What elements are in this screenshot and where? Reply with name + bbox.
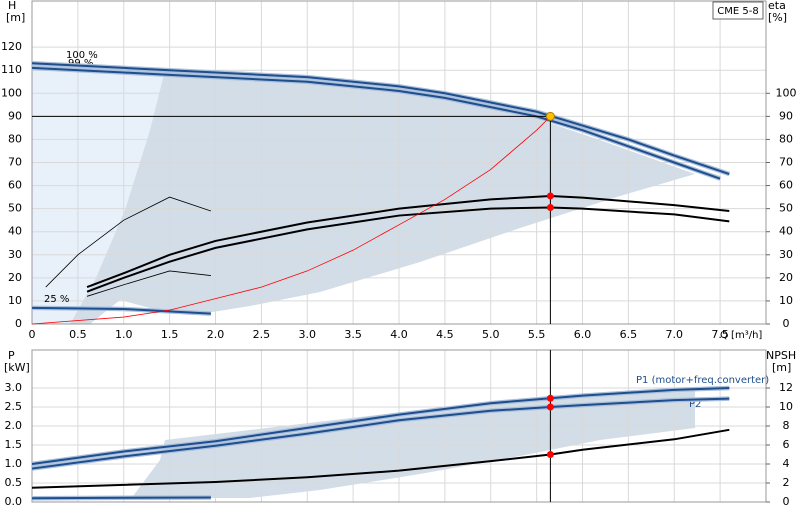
curve: [31, 116, 551, 325]
curve: [31, 496, 211, 500]
x-tick-label: 4.5: [436, 328, 454, 341]
y2-tick-label: 90: [779, 109, 793, 122]
y-tick-label: 40: [8, 225, 22, 238]
y-tick-label: 1.0: [5, 457, 23, 470]
y-tick-label: 10: [8, 294, 22, 307]
curve: [86, 270, 211, 297]
y2-tick-label: 60: [779, 179, 793, 192]
curve: [86, 194, 730, 289]
curve-label: P1 (motor+freq.converter): [636, 375, 769, 386]
x-tick-label: 7.0: [666, 328, 684, 341]
curve: [31, 306, 211, 315]
y2-tick-label: 50: [779, 202, 793, 215]
curve: [31, 428, 730, 489]
y-tick-label: 80: [8, 132, 22, 145]
duty-point: [545, 111, 555, 121]
x-tick-label: 2.0: [207, 328, 225, 341]
y-tick-label: 1.5: [5, 438, 23, 451]
y-tick-label: 30: [8, 248, 22, 261]
x-tick-label: 3.5: [344, 328, 362, 341]
y2-axis-unit: [m]: [772, 361, 791, 374]
x-axis-title: Q [m³/h]: [720, 330, 762, 341]
curve: [45, 196, 212, 288]
y2-tick-label: 100: [776, 86, 797, 99]
y-tick-label: 120: [1, 40, 22, 53]
y-tick-label: 60: [8, 179, 22, 192]
x-tick-label: 2.5: [253, 328, 271, 341]
y-tick-label: 0: [15, 317, 22, 330]
y-tick-label: 0.0: [5, 495, 23, 508]
y2-tick-label: 20: [779, 271, 793, 284]
y-tick-label: 100: [1, 86, 22, 99]
operating-point: [546, 451, 554, 458]
y2-tick-label: 0: [783, 495, 790, 508]
operating-point: [546, 403, 554, 411]
curve-label: 100 %: [66, 50, 98, 61]
x-tick-label: 3.0: [299, 328, 317, 341]
y2-axis-title: eta: [768, 0, 786, 12]
model-box: [712, 1, 764, 20]
x-tick-label: 1.5: [161, 328, 179, 341]
y-tick-label: 0.5: [5, 476, 23, 489]
curve-label: 25 %: [44, 294, 69, 305]
curve: [31, 387, 730, 465]
x-tick-label: 0: [29, 328, 36, 341]
curve: [31, 397, 730, 470]
range-area: [130, 388, 695, 500]
y-tick-label: 70: [8, 156, 22, 169]
y-axis-title: P: [8, 349, 15, 362]
y-tick-label: 2.0: [5, 419, 23, 432]
curve-label: P2: [689, 399, 701, 410]
x-tick-label: 5.0: [482, 328, 500, 341]
y2-axis-unit: [%]: [768, 11, 787, 24]
y2-tick-label: 40: [779, 225, 793, 238]
y-tick-label: 50: [8, 202, 22, 215]
y2-tick-label: 30: [779, 248, 793, 261]
range-area: [70, 70, 695, 324]
y-tick-label: 20: [8, 271, 22, 284]
x-tick-label: 4.0: [390, 328, 408, 341]
operating-point: [546, 203, 554, 211]
y2-tick-label: 70: [779, 156, 793, 169]
y-axis-unit: [kW]: [4, 361, 30, 374]
y2-tick-label: 8: [783, 419, 790, 432]
y2-axis-title: NPSH: [766, 349, 796, 362]
y2-tick-label: 80: [779, 132, 793, 145]
y2-tick-label: 10: [779, 294, 793, 307]
y2-tick-label: 4: [783, 457, 790, 470]
curve: [86, 206, 730, 293]
x-tick-label: 5.5: [528, 328, 546, 341]
y-tick-label: 3.0: [5, 381, 23, 394]
x-tick-label: 6.0: [574, 328, 592, 341]
x-tick-label: 1.0: [115, 328, 133, 341]
y-axis-unit: [m]: [6, 11, 25, 24]
y-axis-title: H: [8, 0, 16, 12]
y-tick-label: 2.5: [5, 400, 23, 413]
operating-point: [546, 192, 554, 200]
x-tick-label: 6.5: [620, 328, 638, 341]
y2-tick-label: 10: [779, 400, 793, 413]
y2-tick-label: 6: [783, 438, 790, 451]
y-tick-label: 110: [1, 63, 22, 76]
x-tick-label: 7.5: [711, 328, 729, 341]
range-area-light: [32, 62, 165, 324]
y2-tick-label: 0: [783, 317, 790, 330]
y2-tick-label: 12: [779, 381, 793, 394]
model-label: CME 5-8: [717, 6, 758, 17]
curve: [31, 66, 721, 180]
x-tick-label: 0.5: [69, 328, 87, 341]
y2-tick-label: 2: [783, 476, 790, 489]
curve: [31, 62, 730, 175]
y-tick-label: 90: [8, 109, 22, 122]
operating-point: [546, 394, 554, 402]
